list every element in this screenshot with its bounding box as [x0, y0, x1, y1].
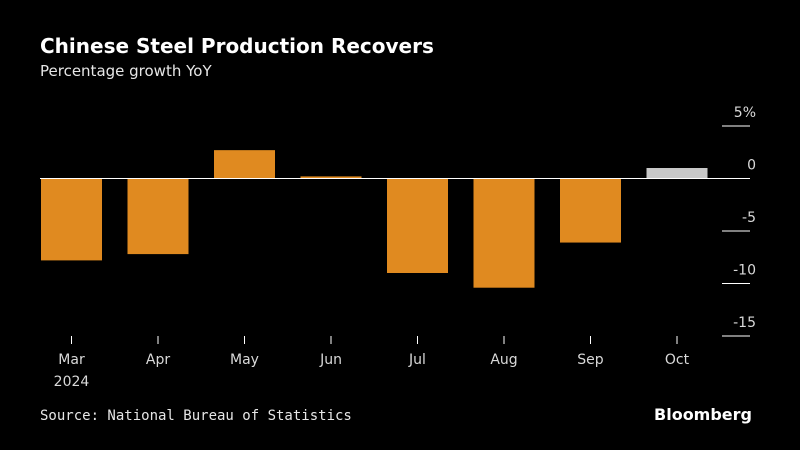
bar-chart: 5% 0 -5 -10 -15 Mar 2024 Apr May Jun Jul Aug Sep Oct — [40, 105, 756, 390]
x-tick-label-oct: Oct — [665, 352, 690, 368]
bar-mar — [41, 178, 102, 261]
y-tick-label-1: 0 — [747, 158, 756, 174]
chart-title: Chinese Steel Production Recovers — [40, 34, 434, 58]
y-tick-label-4: -15 — [733, 315, 756, 331]
y-tick-label-2: -5 — [742, 210, 756, 226]
x-tick-label-sep: Sep — [577, 352, 604, 368]
bar-aug — [473, 178, 535, 288]
bloomberg-logo: Bloomberg — [654, 405, 752, 424]
bar-jun — [300, 176, 362, 179]
bar-apr — [127, 178, 189, 255]
x-tick-label-aug: Aug — [490, 352, 517, 368]
bar-may — [214, 150, 275, 179]
x-tick-sublabel-0: 2024 — [54, 374, 90, 390]
bar-sep — [560, 178, 621, 243]
x-tick-label-mar: Mar — [58, 352, 85, 368]
x-tick-label-jun: Jun — [319, 352, 342, 368]
chart-subtitle: Percentage growth YoY — [40, 62, 212, 80]
x-tick-label-may: May — [230, 352, 259, 368]
bar-jul — [387, 178, 448, 273]
x-tick-label-jul: Jul — [408, 352, 426, 368]
bar-oct — [646, 168, 708, 179]
y-tick-label-0: 5% — [734, 105, 756, 121]
x-tick-label-apr: Apr — [146, 352, 170, 368]
source-note: Source: National Bureau of Statistics — [40, 408, 352, 424]
y-tick-label-3: -10 — [733, 263, 756, 279]
